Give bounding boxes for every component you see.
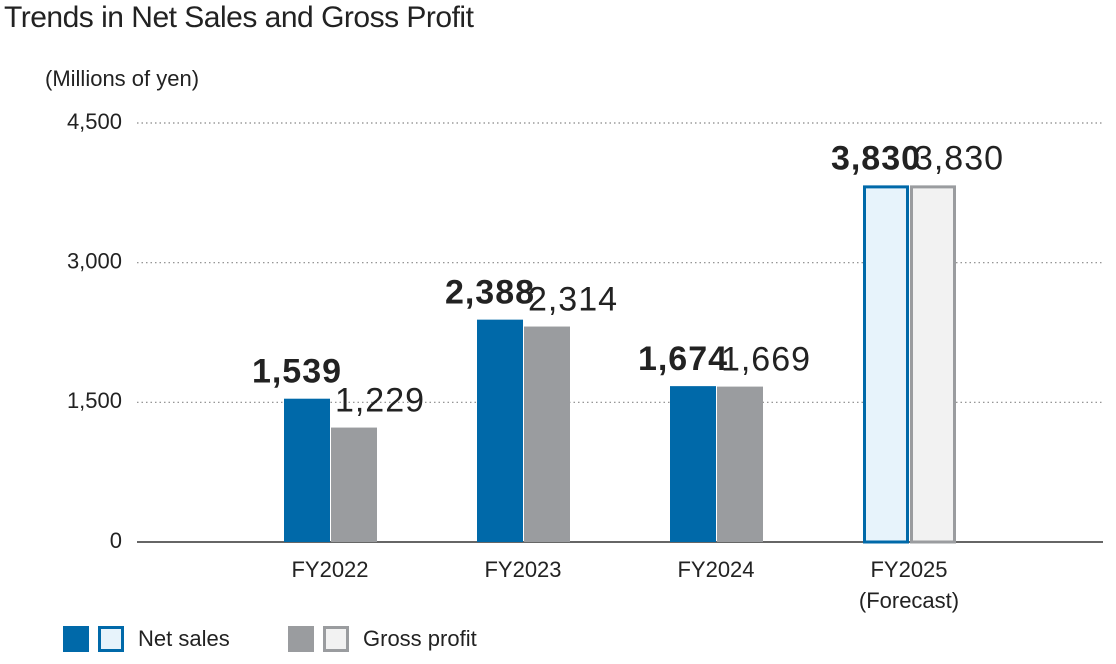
value-label: 1,539 [252,353,342,391]
y-tick-label: 0 [110,528,122,553]
x-tick-label: FY2024 [677,557,754,582]
bar [717,386,763,542]
bar [477,319,523,542]
bar [524,326,570,542]
y-tick-label: 4,500 [67,109,122,134]
value-label: 1,229 [335,382,425,420]
bar [284,398,330,542]
bar [331,427,377,542]
legend-label: Net sales [138,626,230,651]
x-tick-note: (Forecast) [859,588,959,613]
bar [910,185,956,544]
bar [863,185,909,544]
value-label: 3,830 [831,139,921,177]
x-tick-label: FY2023 [484,557,561,582]
legend-label: Gross profit [363,626,477,651]
x-tick-label: FY2022 [291,557,368,582]
value-label: 2,314 [528,281,618,319]
value-label: 2,388 [445,274,535,312]
legend-swatch [288,626,314,652]
value-label: 1,674 [638,340,728,378]
legend-swatch [63,626,89,652]
value-label: 3,830 [914,139,1004,177]
legend-swatch-forecast [323,626,349,652]
y-tick-label: 3,000 [67,248,122,273]
legend-swatch-forecast [98,626,124,652]
y-axis-label: (Millions of yen) [45,66,199,91]
y-tick-label: 1,500 [67,388,122,413]
chart-title: Trends in Net Sales and Gross Profit [4,1,475,34]
x-tick-label: FY2025 [870,557,947,582]
bar [670,386,716,542]
value-label: 1,669 [721,341,811,379]
